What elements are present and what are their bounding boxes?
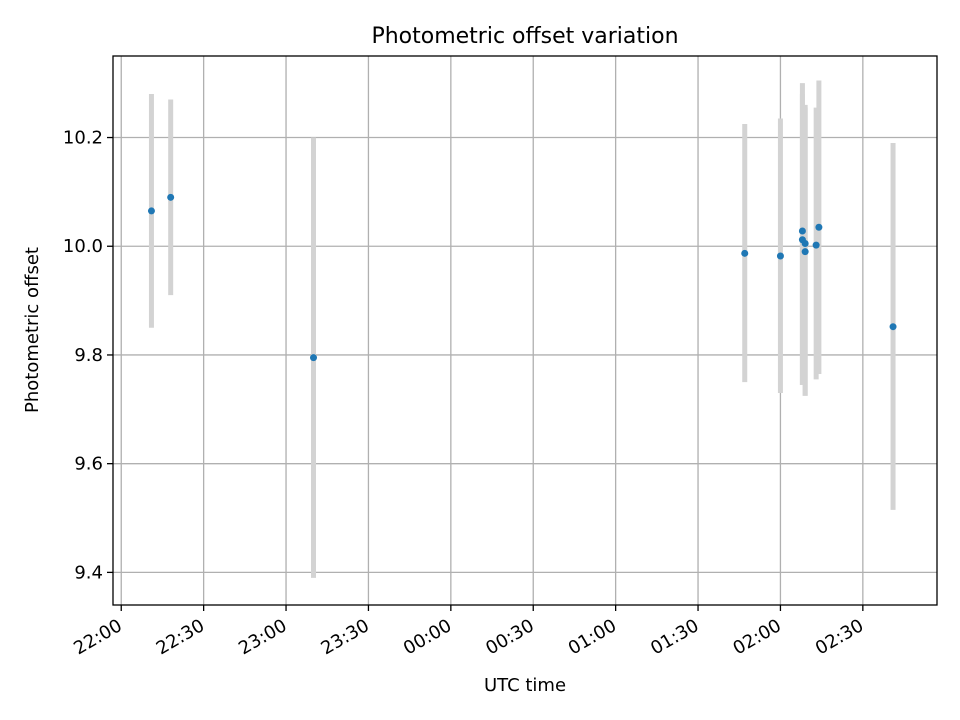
data-point [147,207,155,215]
plot-frame [112,55,938,606]
data-point [776,252,784,260]
x-tick-label: 02:30 [812,615,867,659]
y-axis-ticks: 9.4 9.6 9.8 10.0 10.2 [63,128,113,583]
x-tick-label: 22:00 [70,615,125,659]
y-tick-label: 10.0 [63,236,103,257]
data-point [815,223,823,231]
x-tick-label: 00:30 [482,615,537,659]
data-point [801,248,809,256]
x-tick-label: 23:30 [318,615,373,659]
data-points [147,193,897,362]
data-point [798,227,806,235]
x-tick-label: 02:00 [730,615,785,659]
data-point [167,193,175,201]
data-point [741,249,749,257]
data-point [801,240,809,248]
y-tick-label: 9.8 [74,345,103,366]
error-bars [148,80,896,578]
data-point [889,323,897,331]
x-axis-ticks: 22:00 22:30 23:00 23:30 00:00 00:30 01:00 01:30… [70,605,867,659]
x-tick-label: 22:30 [153,615,208,659]
grid [113,56,937,605]
y-tick-label: 9.4 [74,562,103,583]
x-tick-label: 01:00 [565,615,620,659]
x-axis-label: UTC time [484,675,566,696]
data-point [812,241,820,249]
y-tick-label: 9.6 [74,454,103,475]
chart-title: Photometric offset variation [371,24,678,49]
x-tick-label: 01:30 [647,615,702,659]
data-point [310,354,318,362]
x-tick-label: 23:00 [235,615,290,659]
x-tick-label: 00:00 [400,615,455,659]
y-tick-label: 10.2 [63,128,103,149]
y-axis-label: Photometric offset [22,247,43,413]
